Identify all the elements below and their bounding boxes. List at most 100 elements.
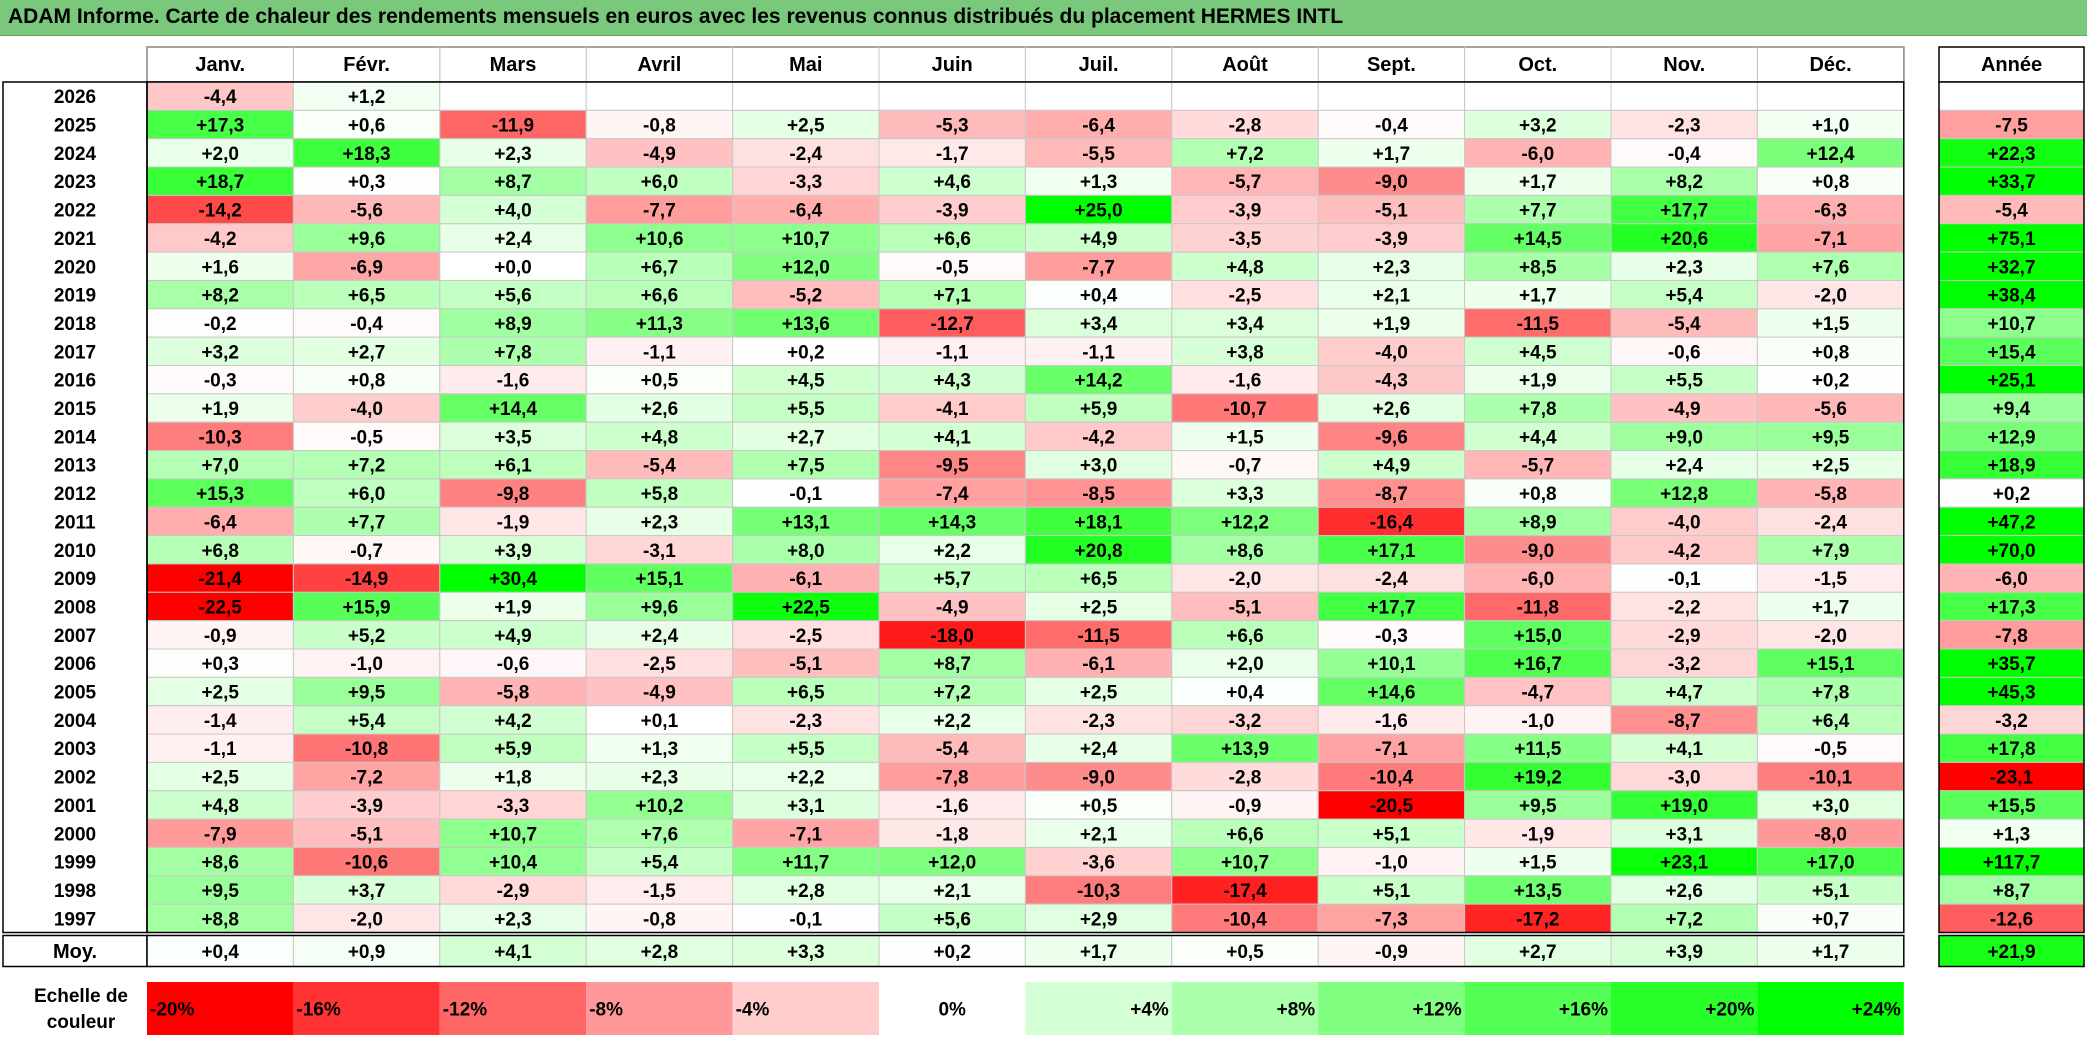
heatmap-cell: [1317, 279, 1466, 310]
cell-value: -0,7: [1229, 456, 1262, 477]
cell-value: +5,1: [1373, 881, 1411, 902]
heatmap-cell: [1756, 81, 1905, 111]
scale-swatch: [1318, 982, 1465, 1035]
cell-value: -5,5: [1082, 144, 1115, 165]
year-total-value: +47,2: [1987, 512, 2035, 533]
cell-value: -9,0: [1375, 172, 1408, 193]
heatmap-cell: [1464, 421, 1612, 452]
heatmap-cell: [878, 166, 1026, 196]
cell-value: +6,6: [933, 229, 971, 250]
cell-value: -18,0: [931, 626, 974, 647]
cell-value: -20,5: [1370, 796, 1414, 817]
heatmap-cell: [292, 846, 441, 877]
cell-value: -5,4: [643, 456, 676, 477]
cell-value: -6,4: [789, 201, 822, 222]
heatmap-cell: [1464, 591, 1612, 622]
cell-value: +17,7: [1660, 201, 1708, 222]
average-value: +0,5: [1226, 942, 1264, 963]
cell-value: +17,3: [196, 116, 244, 137]
cell-value: -7,1: [1375, 739, 1408, 760]
heatmap-cell: [1610, 818, 1758, 848]
heatmap-cell: [1024, 251, 1173, 281]
cell-value: -21,4: [199, 569, 243, 590]
row-year-label: 2022: [54, 201, 96, 222]
year-total-value: +9,4: [1993, 399, 2031, 420]
cell-value: +2,1: [933, 881, 971, 902]
cell-value: -1,1: [643, 342, 676, 363]
heatmap-cell: [878, 81, 1026, 111]
cell-value: +3,9: [494, 541, 532, 562]
heatmap-cell: [1464, 846, 1612, 877]
cell-value: +19,2: [1514, 768, 1562, 789]
heatmap-cell: [732, 648, 880, 678]
scale-swatch: [1025, 982, 1172, 1035]
cell-value: +2,1: [1373, 286, 1411, 307]
heatmap-cell: [732, 506, 880, 537]
cell-value: -3,6: [1082, 853, 1115, 874]
heatmap-cell: [1464, 790, 1612, 820]
heatmap-cell: [1024, 138, 1173, 168]
cell-value: -2,3: [1668, 116, 1701, 137]
cell-value: +0,0: [494, 257, 532, 278]
cell-value: +2,4: [641, 626, 679, 647]
cell-value: -6,1: [1082, 654, 1115, 675]
cell-value: -1,7: [936, 144, 969, 165]
cell-value: +9,5: [1812, 427, 1850, 448]
heatmap-cell: [292, 421, 441, 452]
heatmap-cell: [292, 450, 441, 480]
row-year-label: 1999: [54, 853, 96, 874]
year-total-cell: [1938, 194, 2085, 225]
heatmap-cell: [585, 620, 734, 650]
cell-value: +3,3: [1226, 484, 1264, 505]
cell-value: -1,0: [1375, 853, 1408, 874]
scale-swatch: [586, 982, 733, 1035]
cell-value: -0,4: [1375, 116, 1408, 137]
cell-value: -0,8: [643, 909, 676, 930]
cell-value: +22,5: [782, 597, 831, 618]
cell-value: +1,7: [1373, 144, 1411, 165]
cell-value: -6,0: [1521, 569, 1554, 590]
cell-value: +3,0: [1080, 456, 1118, 477]
heatmap-cell: [1610, 563, 1758, 593]
cell-value: +1,9: [1519, 371, 1557, 392]
heatmap-cell: [1610, 365, 1758, 395]
heatmap-cell: [732, 251, 880, 281]
cell-value: +3,5: [494, 427, 532, 448]
cell-value: -0,4: [350, 314, 383, 335]
heatmap-cell: [732, 846, 880, 877]
cell-value: -1,6: [936, 796, 969, 817]
year-total-cell: [1938, 563, 2085, 593]
cell-value: +9,6: [348, 229, 386, 250]
cell-value: +8,2: [1665, 172, 1703, 193]
cell-value: -5,6: [350, 201, 383, 222]
month-header-label: Sept.: [1367, 54, 1416, 76]
heatmap-cell: [439, 194, 587, 225]
cell-value: -2,8: [1229, 116, 1262, 137]
scale-step-label: +20%: [1705, 1000, 1754, 1021]
cell-value: -2,5: [1229, 286, 1262, 307]
year-body-border: [1938, 81, 2085, 934]
row-year-label: 2010: [54, 541, 96, 562]
cell-value: -4,9: [643, 683, 676, 704]
heatmap-cell: [585, 251, 734, 281]
heatmap-cell: [1317, 563, 1466, 593]
year-total-cell: [1938, 251, 2085, 281]
cell-value: +14,4: [489, 399, 538, 420]
heatmap-cell: [292, 194, 441, 225]
heatmap-cell: [1317, 790, 1466, 820]
cell-value: -1,0: [1521, 711, 1554, 732]
heatmap-cell: [585, 761, 734, 792]
cell-value: -14,2: [199, 201, 242, 222]
heatmap-cell: [1756, 251, 1905, 281]
heatmap-cell: [1171, 365, 1319, 395]
average-cell: [439, 935, 587, 967]
row-year-label: 2024: [54, 144, 97, 165]
cell-value: -3,3: [497, 796, 530, 817]
cell-value: -5,1: [350, 824, 383, 845]
year-total-value: -3,2: [1995, 711, 2028, 732]
cell-value: +0,3: [201, 654, 239, 675]
cell-value: -17,4: [1223, 881, 1267, 902]
cell-value: +5,2: [348, 626, 386, 647]
average-value: +2,7: [1519, 942, 1557, 963]
heatmap-cell: [585, 875, 734, 905]
